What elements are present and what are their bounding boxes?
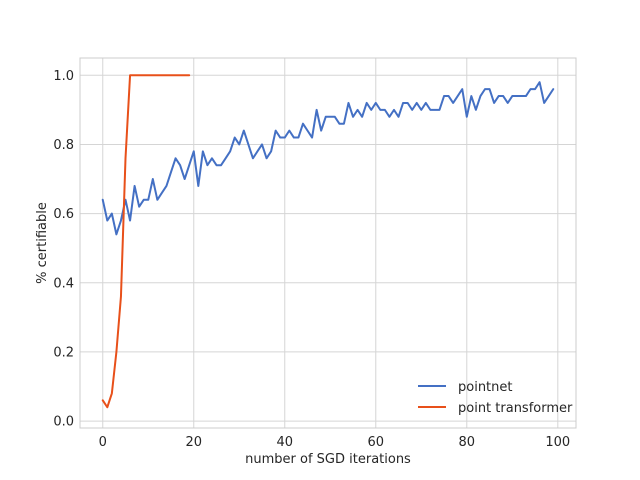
y-tick-label: 0.6 (53, 207, 74, 222)
legend-label-pointnet: pointnet (458, 380, 513, 395)
plot-frame (79, 57, 577, 429)
x-tick-label: 80 (459, 435, 476, 450)
x-tick-label: 40 (276, 435, 293, 450)
x-tick-label: 100 (545, 435, 570, 450)
x-tick-label: 60 (368, 435, 385, 450)
y-tick-label: 1.0 (53, 69, 74, 84)
legend: pointnet point transformer (418, 380, 573, 416)
y-tick-label: 0.8 (53, 138, 74, 153)
grid (80, 58, 576, 428)
y-tick-label: 0.0 (53, 415, 74, 430)
y-tick-label: 0.4 (53, 276, 74, 291)
x-tick-label: 20 (185, 435, 202, 450)
y-tick-label: 0.2 (53, 345, 74, 360)
x-axis-label: number of SGD iterations (245, 452, 411, 467)
tick-labels: 0 20 40 60 80 100 0.0 0.2 0.4 0.6 0.8 1.0 (53, 69, 570, 450)
series-line-pointnet (101, 81, 555, 236)
legend-label-point-transformer: point transformer (458, 401, 573, 416)
x-tick-label: 0 (99, 435, 107, 450)
y-axis-label: % certifiable (35, 202, 50, 284)
series-lines (101, 74, 555, 409)
series-line-point-transformer (101, 74, 191, 409)
